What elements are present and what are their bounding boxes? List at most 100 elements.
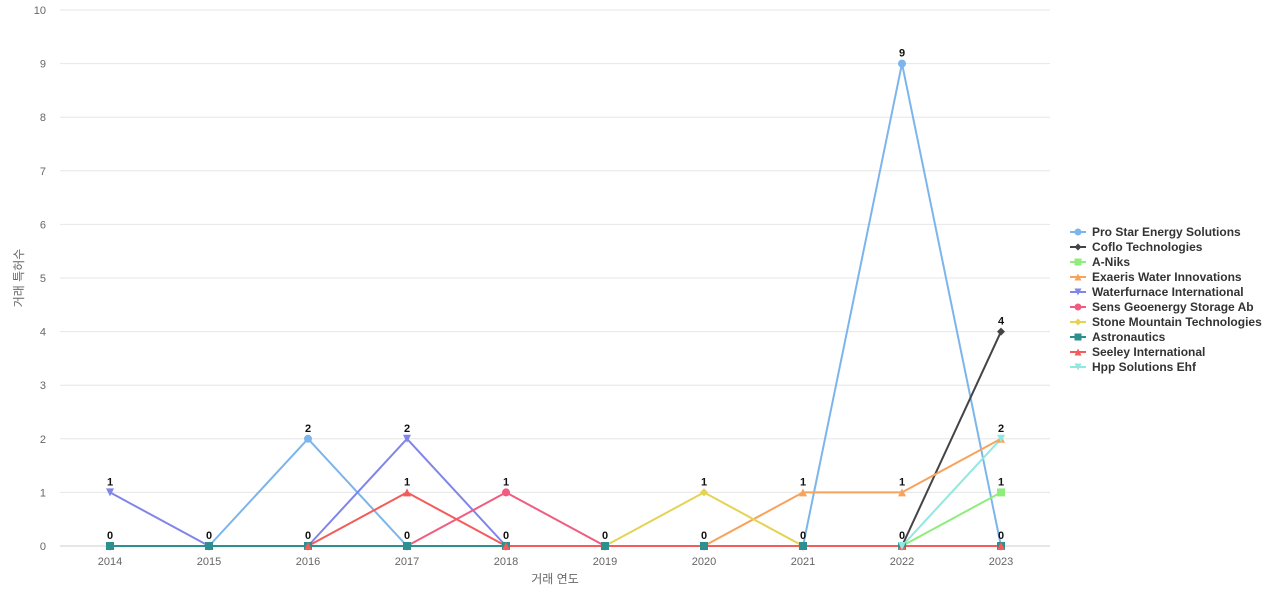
data-point — [997, 542, 1005, 550]
data-label: 1 — [998, 476, 1004, 488]
data-point — [799, 488, 807, 497]
data-point — [1074, 228, 1082, 235]
data-label: 2 — [404, 423, 410, 435]
legend-label: Stone Mountain Technologies — [1092, 314, 1262, 329]
data-label: 0 — [305, 530, 311, 542]
series-line — [901, 438, 1002, 547]
data-point — [1074, 303, 1082, 310]
x-tick-label: 2018 — [494, 556, 518, 568]
data-labels: 1 0 0 2 0 2 1 0 1 0 0 1 0 1 0 9 1 0 4 2 1 0 — [107, 48, 1005, 542]
x-tick-label: 2015 — [197, 556, 221, 568]
data-label: 0 — [404, 530, 410, 542]
legend-item[interactable]: Waterfurnace International — [1070, 284, 1262, 299]
chart-legend: Pro Star Energy Solutions Coflo Technolog… — [1070, 224, 1262, 374]
data-label: 0 — [998, 530, 1004, 542]
data-label: 4 — [998, 316, 1005, 328]
x-axis-title: 거래 연도 — [531, 572, 579, 586]
y-axis: 0 1 2 3 4 5 6 7 8 9 10 — [34, 5, 46, 553]
legend-item[interactable]: Stone Mountain Technologies — [1070, 314, 1262, 329]
legend-label: Exaeris Water Innovations — [1092, 269, 1242, 284]
y-tick-label: 3 — [40, 380, 46, 392]
legend-symbol — [1070, 273, 1086, 280]
y-tick-label: 4 — [40, 327, 46, 339]
data-point — [403, 542, 411, 550]
data-point — [106, 542, 114, 550]
data-point — [205, 542, 213, 550]
data-point — [1074, 348, 1082, 355]
series-lines — [109, 62, 1002, 547]
legend-label: Sens Geoenergy Storage Ab — [1092, 299, 1254, 314]
data-point — [106, 488, 114, 497]
legend-label: Coflo Technologies — [1092, 239, 1203, 254]
data-point — [997, 488, 1005, 497]
data-point — [1074, 333, 1082, 340]
legend-item[interactable]: Seeley International — [1070, 344, 1262, 359]
data-point — [403, 488, 411, 497]
data-point — [1074, 273, 1082, 280]
legend-symbol — [1070, 258, 1086, 265]
data-label: 1 — [899, 476, 905, 488]
legend-label: Seeley International — [1092, 344, 1206, 359]
y-tick-label: 6 — [40, 219, 46, 231]
data-point — [1074, 258, 1082, 265]
legend-symbol — [1070, 303, 1086, 310]
data-point — [898, 59, 906, 68]
legend-label: Hpp Solutions Ehf — [1092, 359, 1196, 374]
x-axis: 2014 2015 2016 2017 2018 2019 2020 2021 2022 2023 — [98, 546, 1013, 568]
data-label: 2 — [305, 423, 311, 435]
series-markers — [106, 59, 1005, 550]
data-point — [898, 542, 906, 550]
data-label: 9 — [899, 48, 905, 60]
series-line — [901, 331, 1002, 547]
data-point — [304, 542, 312, 550]
y-tick-label: 0 — [40, 541, 46, 553]
data-point — [601, 542, 609, 550]
x-tick-label: 2023 — [989, 556, 1013, 568]
y-tick-label: 9 — [40, 59, 46, 71]
data-point — [502, 542, 510, 550]
legend-item[interactable]: Exaeris Water Innovations — [1070, 269, 1262, 284]
x-tick-label: 2022 — [890, 556, 914, 568]
data-label: 0 — [503, 530, 509, 542]
y-tick-label: 5 — [40, 273, 46, 285]
data-point — [403, 434, 411, 443]
legend-label: Waterfurnace International — [1092, 284, 1244, 299]
legend-item[interactable]: Hpp Solutions Ehf — [1070, 359, 1262, 374]
data-point — [1074, 243, 1082, 250]
y-tick-label: 7 — [40, 166, 46, 178]
data-label: 0 — [206, 530, 212, 542]
y-tick-label: 1 — [40, 487, 46, 499]
grid-lines — [60, 9, 1050, 547]
y-tick-label: 10 — [34, 5, 46, 17]
legend-symbol — [1070, 333, 1086, 340]
data-label: 0 — [899, 530, 905, 542]
legend-label: Astronautics — [1092, 329, 1166, 344]
data-point — [997, 327, 1005, 336]
legend-symbol — [1070, 228, 1086, 235]
legend-label: A-Niks — [1092, 254, 1131, 269]
y-tick-label: 2 — [40, 434, 46, 446]
data-label: 2 — [998, 423, 1004, 435]
data-label: 0 — [800, 530, 806, 542]
x-tick-label: 2019 — [593, 556, 617, 568]
data-point — [1074, 363, 1082, 370]
y-tick-label: 8 — [40, 112, 46, 124]
legend-item[interactable]: Sens Geoenergy Storage Ab — [1070, 299, 1262, 314]
series-line — [208, 62, 1002, 547]
legend-item[interactable]: Astronautics — [1070, 329, 1262, 344]
legend-item[interactable]: A-Niks — [1070, 254, 1262, 269]
data-label: 0 — [602, 530, 608, 542]
data-label: 1 — [800, 476, 806, 488]
legend-symbol — [1070, 363, 1086, 370]
data-label: 0 — [107, 530, 113, 542]
legend-symbol — [1070, 243, 1086, 250]
legend-item[interactable]: Coflo Technologies — [1070, 239, 1262, 254]
data-point — [700, 542, 708, 550]
series-line — [901, 491, 1002, 547]
x-tick-label: 2014 — [98, 556, 122, 568]
data-point — [502, 488, 510, 497]
legend-item[interactable]: Pro Star Energy Solutions — [1070, 224, 1262, 239]
data-label: 0 — [701, 530, 707, 542]
data-point — [898, 488, 906, 497]
